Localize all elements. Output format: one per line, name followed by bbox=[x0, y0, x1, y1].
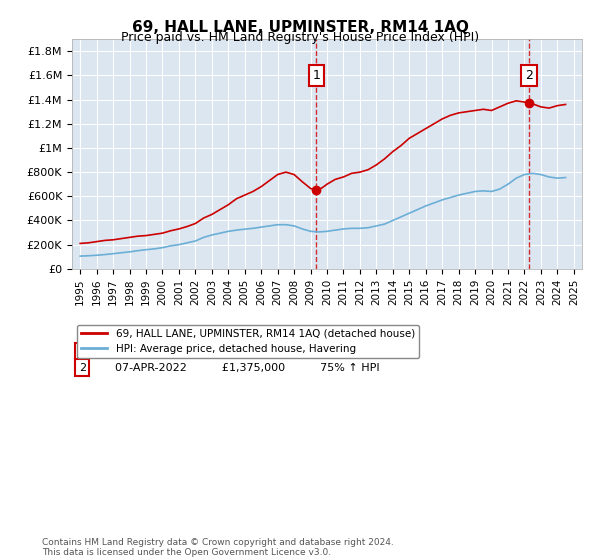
Text: 69, HALL LANE, UPMINSTER, RM14 1AQ: 69, HALL LANE, UPMINSTER, RM14 1AQ bbox=[131, 20, 469, 35]
Text: 1: 1 bbox=[79, 347, 86, 357]
Text: 08-MAY-2009          £648,000          75% ↑ HPI: 08-MAY-2009 £648,000 75% ↑ HPI bbox=[108, 347, 369, 357]
Text: 1: 1 bbox=[313, 69, 320, 82]
Text: Contains HM Land Registry data © Crown copyright and database right 2024.
This d: Contains HM Land Registry data © Crown c… bbox=[42, 538, 394, 557]
Legend: 69, HALL LANE, UPMINSTER, RM14 1AQ (detached house), HPI: Average price, detache: 69, HALL LANE, UPMINSTER, RM14 1AQ (deta… bbox=[77, 325, 419, 358]
Text: Price paid vs. HM Land Registry's House Price Index (HPI): Price paid vs. HM Land Registry's House … bbox=[121, 31, 479, 44]
Text: 07-APR-2022          £1,375,000          75% ↑ HPI: 07-APR-2022 £1,375,000 75% ↑ HPI bbox=[108, 362, 379, 372]
Text: 2: 2 bbox=[525, 69, 533, 82]
Text: 2: 2 bbox=[79, 362, 86, 372]
